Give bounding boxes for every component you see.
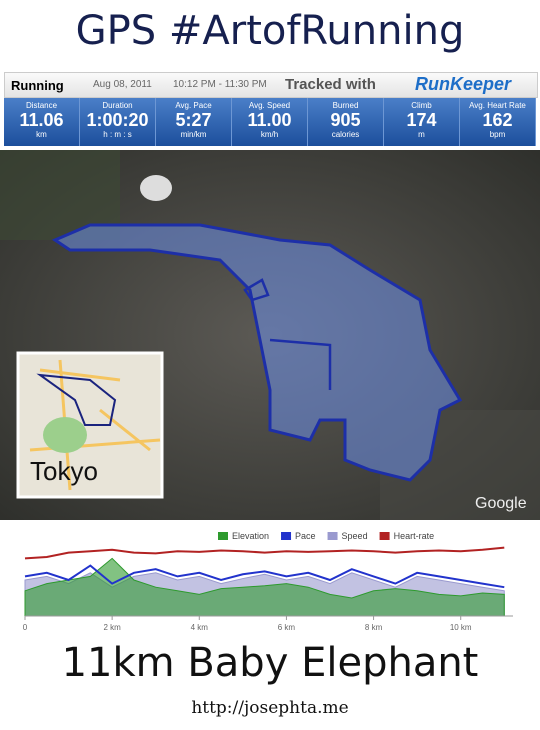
stat-label: Burned <box>332 101 359 110</box>
stat-value: 174 <box>406 110 437 130</box>
footer-url: http://josephta.me <box>191 698 349 718</box>
x-tick-label: 8 km <box>365 623 383 632</box>
stat-value: 162 <box>482 110 513 130</box>
stat-cell: Avg. Pace 5:27 min/km <box>156 98 232 146</box>
legend-swatch <box>218 532 228 540</box>
stat-label: Duration <box>102 101 133 110</box>
legend-swatch <box>379 532 390 540</box>
area <box>24 557 505 617</box>
stat-label: Distance <box>25 101 58 110</box>
time: 10:12 PM - 11:30 PM <box>173 79 267 90</box>
elephant-route <box>51 223 463 482</box>
inset-park <box>43 417 87 453</box>
stat-cell: Avg. Speed 11.00 km/h <box>232 98 308 146</box>
footer-title: 11km Baby Elephant <box>61 640 479 686</box>
tracked-with: Tracked with <box>285 76 376 93</box>
stat-label: Avg. Heart Rate <box>469 101 526 110</box>
stat-cell: Avg. Heart Rate 162 bpm <box>460 98 536 146</box>
route-detail <box>243 278 332 390</box>
stat-value: 11.00 <box>247 110 292 130</box>
x-tick-label: 2 km <box>103 623 121 632</box>
legend-label: Elevation <box>232 531 269 541</box>
x-tick-label: 0 <box>23 623 28 632</box>
x-tick-label: 6 km <box>278 623 296 632</box>
legend-label: Heart-rate <box>394 531 435 541</box>
date: Aug 08, 2011 <box>93 79 152 90</box>
inset-route <box>36 373 117 426</box>
map: Tokyo Google <box>0 150 540 520</box>
stat-value: 11.06 <box>19 110 64 130</box>
chart: 0 2 km 4 km 6 km 8 km 10 km Elevation Pace Speed… <box>23 531 513 632</box>
dome <box>140 175 172 201</box>
legend-swatch <box>281 532 292 540</box>
brand: RunKeeper <box>415 74 512 94</box>
stat-value: 905 <box>330 110 361 130</box>
stat-unit: km <box>36 130 47 139</box>
inset-label: Tokyo <box>30 456 98 486</box>
stat-unit: calories <box>331 130 360 139</box>
stat-unit: km/h <box>260 130 279 139</box>
stat-value: 1:00:20 <box>86 110 149 130</box>
stat-cell: Climb 174 m <box>384 98 460 146</box>
line <box>24 564 505 589</box>
legend-swatch <box>327 532 338 540</box>
map-credit: Google <box>475 495 527 512</box>
legend-label: Pace <box>295 531 316 541</box>
activity-header: Running Aug 08, 2011 10:12 PM - 11:30 PM… <box>4 72 538 98</box>
line <box>24 546 505 560</box>
stat-unit: m <box>418 130 425 139</box>
stat-cell: Duration 1:00:20 h : m : s <box>80 98 156 146</box>
stat-cell: Burned 905 calories <box>308 98 384 146</box>
stat-unit: bpm <box>489 130 506 139</box>
stat-unit: min/km <box>180 130 207 139</box>
stat-unit: h : m : s <box>103 130 132 139</box>
activity: Running <box>11 78 64 93</box>
stat-label: Climb <box>411 101 432 110</box>
poster-title: GPS #ArtofRunning <box>75 8 465 54</box>
stat-value: 5:27 <box>175 110 212 130</box>
legend-label: Speed <box>342 531 368 541</box>
x-tick-label: 4 km <box>191 623 209 632</box>
x-tick-label: 10 km <box>450 623 472 632</box>
stat-label: Avg. Speed <box>248 101 291 110</box>
stat-cell: Distance 11.06 km <box>4 98 80 146</box>
stat-label: Avg. Pace <box>175 101 212 110</box>
